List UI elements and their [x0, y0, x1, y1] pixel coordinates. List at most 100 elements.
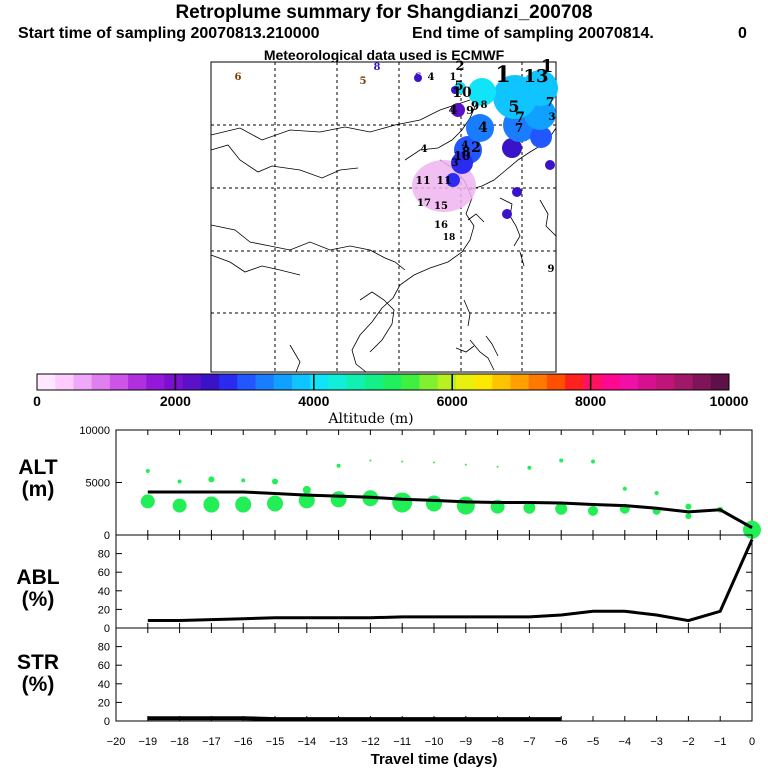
alt-series-line: [147, 490, 753, 529]
alt-cluster-marker: [241, 478, 246, 483]
colorbar-swatch: [346, 374, 366, 390]
str-ytick-label: 20: [98, 697, 110, 709]
colorbar-frame: [36, 373, 730, 391]
abl-ytick-label: 80: [98, 549, 110, 561]
map-day-label: 3: [549, 112, 556, 123]
map-day-label: 2: [471, 140, 481, 156]
x-axis-title: Travel time (days): [371, 751, 498, 768]
abl-ytick-label: 60: [98, 567, 110, 579]
altitude-colorbar: 0 2000 4000 6000 8000 10000: [33, 373, 749, 409]
str-label-bottom: (%): [21, 673, 55, 696]
alt-cluster-marker: [208, 476, 215, 483]
colorbar-swatch: [474, 374, 493, 390]
alt-ytick-label: 0: [104, 530, 110, 542]
colorbar-title: Altitude (m): [327, 411, 413, 427]
colorbar-tick-label: 6000: [437, 393, 468, 409]
colorbar-swatch: [310, 374, 329, 390]
colorbar-swatch: [91, 374, 111, 390]
map-day-label: 9: [548, 264, 555, 275]
alt-cluster-marker: [336, 463, 341, 468]
map-day-label: 8: [374, 62, 381, 73]
alt-cluster-marker: [140, 494, 155, 509]
colorbar-swatch: [73, 374, 93, 390]
colorbar-swatch: [328, 374, 348, 390]
end-time-label: End time of sampling 20070814.: [412, 25, 654, 42]
alt-cluster-marker: [203, 496, 220, 513]
str-ytick-label: 0: [104, 716, 110, 728]
colorbar-swatch: [273, 374, 293, 390]
str-ytick-label: 40: [98, 679, 110, 691]
plume-blob: [446, 173, 460, 187]
alt-cluster-marker: [654, 491, 659, 495]
map-day-label: 1: [450, 72, 457, 83]
plume-blob: [502, 138, 522, 158]
x-tick-label: −6: [555, 736, 568, 748]
colorbar-tick-label: 10000: [710, 393, 749, 409]
map-day-label: 2: [455, 59, 464, 74]
end-time-truncated: 0: [738, 25, 747, 42]
map-day-label: 6: [415, 72, 422, 83]
met-data-label: Meteorological data used is ECMWF: [263, 47, 505, 63]
colorbar-swatch: [364, 374, 384, 390]
map-day-label: 17: [417, 198, 431, 209]
alt-cluster-marker: [433, 461, 435, 464]
alt-cluster-marker: [426, 495, 442, 512]
alt-cluster-marker: [591, 459, 595, 464]
map-day-label: 7: [546, 95, 554, 109]
plume-blob: [451, 152, 473, 174]
alt-cluster-marker: [685, 513, 692, 520]
colorbar-swatch: [237, 374, 257, 390]
map-day-label: 7: [515, 110, 525, 126]
map-day-label: 7: [515, 121, 523, 135]
alt-ytick-label: 10000: [79, 425, 110, 437]
alt-cluster-marker: [235, 496, 252, 513]
x-tick-label: −10: [425, 736, 444, 748]
map-day-label: 3: [452, 158, 459, 169]
x-tick-label: −11: [393, 736, 411, 748]
map-day-label: 11: [415, 174, 430, 187]
x-tick-label: −7: [523, 736, 536, 748]
colorbar-swatch: [200, 374, 220, 390]
colorbar-swatch: [674, 374, 694, 390]
alt-cluster-marker: [330, 491, 347, 508]
map-day-label: 10: [452, 85, 472, 101]
x-tick-label: −13: [329, 736, 348, 748]
x-tick-label: −12: [361, 736, 380, 748]
colorbar-swatch: [164, 374, 184, 390]
colorbar-swatch: [55, 374, 74, 390]
page-title: Retroplume summary for Shangdianzi_20070…: [175, 2, 593, 23]
alt-cluster-marker: [172, 498, 187, 513]
alt-cluster-marker: [267, 495, 283, 512]
colorbar-swatch: [146, 374, 165, 390]
colorbar-swatch: [637, 374, 657, 390]
x-tick-label: −15: [266, 736, 285, 748]
alt-label-bottom: (m): [21, 478, 55, 501]
map-frame: [210, 61, 557, 373]
plume-blob: [530, 126, 552, 148]
map-day-label: 5: [360, 76, 367, 87]
plume-blob: [468, 78, 496, 106]
x-tick-label: −18: [170, 736, 189, 748]
colorbar-tick-label: 8000: [575, 393, 606, 409]
colorbar-swatch: [128, 374, 147, 390]
alt-cluster-marker: [456, 496, 475, 515]
colorbar-swatch: [528, 374, 548, 390]
colorbar-swatch: [492, 374, 511, 390]
plume-blob: [512, 187, 522, 197]
x-tick-label: −17: [202, 736, 221, 748]
alt-cluster-marker: [527, 465, 532, 470]
alt-cluster-marker: [302, 485, 311, 494]
abl-label-bottom: (%): [21, 588, 55, 611]
x-tick-label: −19: [138, 736, 157, 748]
str-label-top: STR: [17, 651, 59, 674]
colorbar-swatch: [583, 374, 603, 390]
plume-blob: [545, 160, 555, 170]
colorbar-swatch: [601, 374, 621, 390]
alt-ytick-label: 5000: [86, 478, 110, 490]
str-series-line: [147, 716, 562, 722]
x-tick-label: 0: [749, 736, 755, 748]
plume-blob: [466, 114, 494, 142]
